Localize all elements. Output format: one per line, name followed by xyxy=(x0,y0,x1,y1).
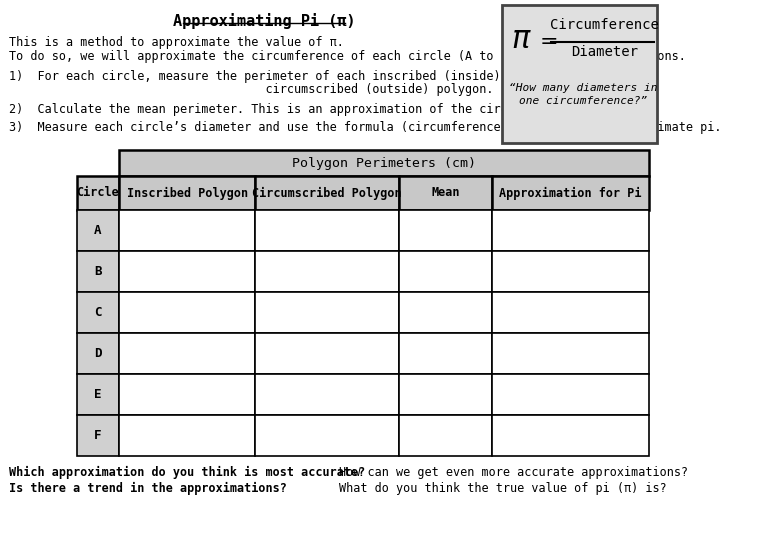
FancyBboxPatch shape xyxy=(492,251,649,292)
FancyBboxPatch shape xyxy=(256,176,399,210)
FancyBboxPatch shape xyxy=(399,251,492,292)
FancyBboxPatch shape xyxy=(76,176,119,210)
FancyBboxPatch shape xyxy=(256,251,399,292)
FancyBboxPatch shape xyxy=(492,176,649,210)
Text: Is there a trend in the approximations?: Is there a trend in the approximations? xyxy=(9,482,286,495)
FancyBboxPatch shape xyxy=(256,210,399,251)
FancyBboxPatch shape xyxy=(399,333,492,374)
Text: Mean: Mean xyxy=(431,186,459,199)
FancyBboxPatch shape xyxy=(256,292,399,333)
FancyBboxPatch shape xyxy=(492,292,649,333)
FancyBboxPatch shape xyxy=(256,374,399,415)
Text: Inscribed Polygon: Inscribed Polygon xyxy=(127,186,248,200)
FancyBboxPatch shape xyxy=(76,292,119,333)
FancyBboxPatch shape xyxy=(119,292,256,333)
Text: F: F xyxy=(94,429,101,442)
Text: 2)  Calculate the mean perimeter. This is an approximation of the circle’s circu: 2) Calculate the mean perimeter. This is… xyxy=(9,103,643,116)
FancyBboxPatch shape xyxy=(119,374,256,415)
Text: E: E xyxy=(94,388,101,401)
FancyBboxPatch shape xyxy=(399,374,492,415)
Text: C: C xyxy=(94,306,101,319)
Text: $=$: $=$ xyxy=(535,30,558,50)
FancyBboxPatch shape xyxy=(256,415,399,456)
FancyBboxPatch shape xyxy=(492,415,649,456)
Text: D: D xyxy=(94,347,101,360)
Text: What do you think the true value of pi (π) is?: What do you think the true value of pi (… xyxy=(339,482,667,495)
FancyBboxPatch shape xyxy=(76,415,119,456)
Text: $\pi$: $\pi$ xyxy=(511,25,532,55)
FancyBboxPatch shape xyxy=(399,176,492,210)
Text: 3)  Measure each circle’s diameter and use the formula (circumference ÷ diameter: 3) Measure each circle’s diameter and us… xyxy=(9,121,721,134)
FancyBboxPatch shape xyxy=(119,210,256,251)
FancyBboxPatch shape xyxy=(76,374,119,415)
FancyBboxPatch shape xyxy=(119,251,256,292)
FancyBboxPatch shape xyxy=(492,374,649,415)
Text: 1)  For each circle, measure the perimeter of each inscribed (inside) and: 1) For each circle, measure the perimete… xyxy=(9,70,529,83)
Text: Circumscribed Polygon: Circumscribed Polygon xyxy=(252,186,402,200)
FancyBboxPatch shape xyxy=(256,333,399,374)
Text: A: A xyxy=(94,224,101,237)
FancyBboxPatch shape xyxy=(492,333,649,374)
Text: “How many diameters in: “How many diameters in xyxy=(509,83,658,93)
FancyBboxPatch shape xyxy=(119,150,649,176)
FancyBboxPatch shape xyxy=(119,333,256,374)
Text: circumscribed (outside) polygon.: circumscribed (outside) polygon. xyxy=(9,83,493,96)
FancyBboxPatch shape xyxy=(76,251,119,292)
FancyBboxPatch shape xyxy=(76,333,119,374)
FancyBboxPatch shape xyxy=(399,210,492,251)
FancyBboxPatch shape xyxy=(119,176,256,210)
FancyBboxPatch shape xyxy=(492,210,649,251)
Text: Approximating Pi (π): Approximating Pi (π) xyxy=(172,13,355,29)
Text: B: B xyxy=(94,265,101,278)
Text: Polygon Perimeters (cm): Polygon Perimeters (cm) xyxy=(292,157,476,170)
Text: Which approximation do you think is most accurate?: Which approximation do you think is most… xyxy=(9,466,365,479)
Text: This is a method to approximate the value of π.: This is a method to approximate the valu… xyxy=(9,36,343,49)
Text: How can we get even more accurate approximations?: How can we get even more accurate approx… xyxy=(339,466,688,479)
Text: one circumference?”: one circumference?” xyxy=(519,96,647,106)
FancyBboxPatch shape xyxy=(76,210,119,251)
FancyBboxPatch shape xyxy=(119,415,256,456)
FancyBboxPatch shape xyxy=(399,415,492,456)
FancyBboxPatch shape xyxy=(399,292,492,333)
Text: To do so, we will approximate the circumference of each circle (A to F) using re: To do so, we will approximate the circum… xyxy=(9,50,686,63)
Text: Approximation for Pi: Approximation for Pi xyxy=(499,186,642,200)
Text: Diameter: Diameter xyxy=(571,45,638,59)
Text: Circumference: Circumference xyxy=(550,18,659,32)
FancyBboxPatch shape xyxy=(502,5,658,143)
Text: Circle: Circle xyxy=(76,186,119,199)
